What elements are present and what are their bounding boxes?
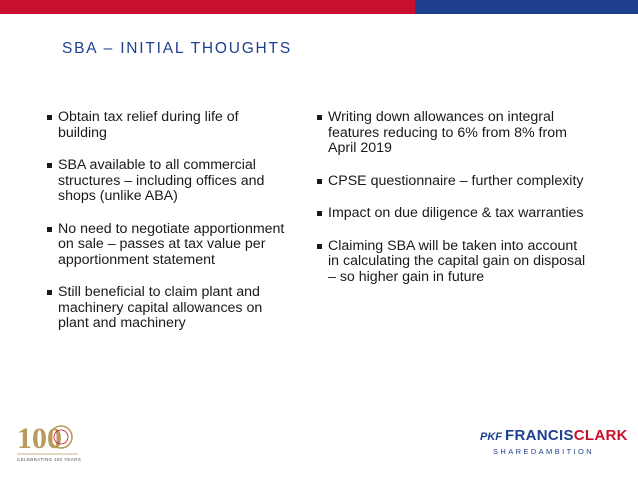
- bullet-text: Obtain tax relief during life of buildin…: [58, 109, 239, 141]
- bullet-text: Still beneficial to claim plant and mach…: [58, 284, 263, 331]
- square-bullet-icon: [47, 226, 52, 232]
- bullet-text: No need to negotiate apportionment on sa…: [58, 220, 285, 268]
- brand-name-part1: FRANCIS: [505, 427, 574, 444]
- pkf-mark: PKF: [480, 431, 502, 443]
- square-bullet-icon: [317, 211, 322, 216]
- bullet-text: Writing down allowances on integral feat…: [328, 109, 567, 156]
- bullet-item: Obtain tax relief during life of buildin…: [47, 109, 287, 141]
- brand-tagline: SHAREDAMBITION: [493, 447, 595, 456]
- centenary-logo-icon: 100 CELEBRATING 100 YEARS: [14, 414, 84, 466]
- square-bullet-icon: [47, 290, 52, 295]
- bullet-text: CPSE questionnaire – further complexity: [328, 172, 584, 189]
- left-bullet-list: Obtain tax relief during life of buildin…: [47, 109, 287, 349]
- bullet-text: Claiming SBA will be taken into account …: [328, 237, 586, 285]
- pkf-francis-clark-logo: PKF FRANCIS CLARK SHAREDAMBITION: [480, 427, 628, 467]
- square-bullet-icon: [317, 115, 322, 120]
- bullet-item: Writing down allowances on integral feat…: [317, 109, 587, 157]
- right-bullet-list: Writing down allowances on integral feat…: [317, 109, 587, 302]
- top-bar-red-segment: [0, 0, 415, 14]
- square-bullet-icon: [47, 163, 52, 168]
- square-bullet-icon: [47, 115, 52, 120]
- bullet-item: SBA available to all commercial structur…: [47, 157, 287, 205]
- centenary-caption: CELEBRATING 100 YEARS: [17, 457, 81, 462]
- top-color-bar: [0, 0, 638, 14]
- square-bullet-icon: [317, 243, 322, 249]
- bullet-item: No need to negotiate apportionment on sa…: [47, 220, 287, 269]
- bullet-item: Claiming SBA will be taken into account …: [317, 237, 587, 286]
- slide-title: SBA – INITIAL THOUGHTS: [62, 40, 292, 57]
- bullet-item: Still beneficial to claim plant and mach…: [47, 284, 287, 332]
- square-bullet-icon: [317, 178, 322, 184]
- bullet-item: CPSE questionnaire – further complexity: [317, 172, 587, 190]
- bullet-text: Impact on due diligence & tax warranties: [328, 205, 584, 221]
- top-bar-navy-segment: [415, 0, 638, 14]
- bullet-text: SBA available to all commercial structur…: [58, 157, 265, 204]
- bullet-item: Impact on due diligence & tax warranties: [317, 205, 587, 222]
- brand-name-part2: CLARK: [573, 427, 628, 444]
